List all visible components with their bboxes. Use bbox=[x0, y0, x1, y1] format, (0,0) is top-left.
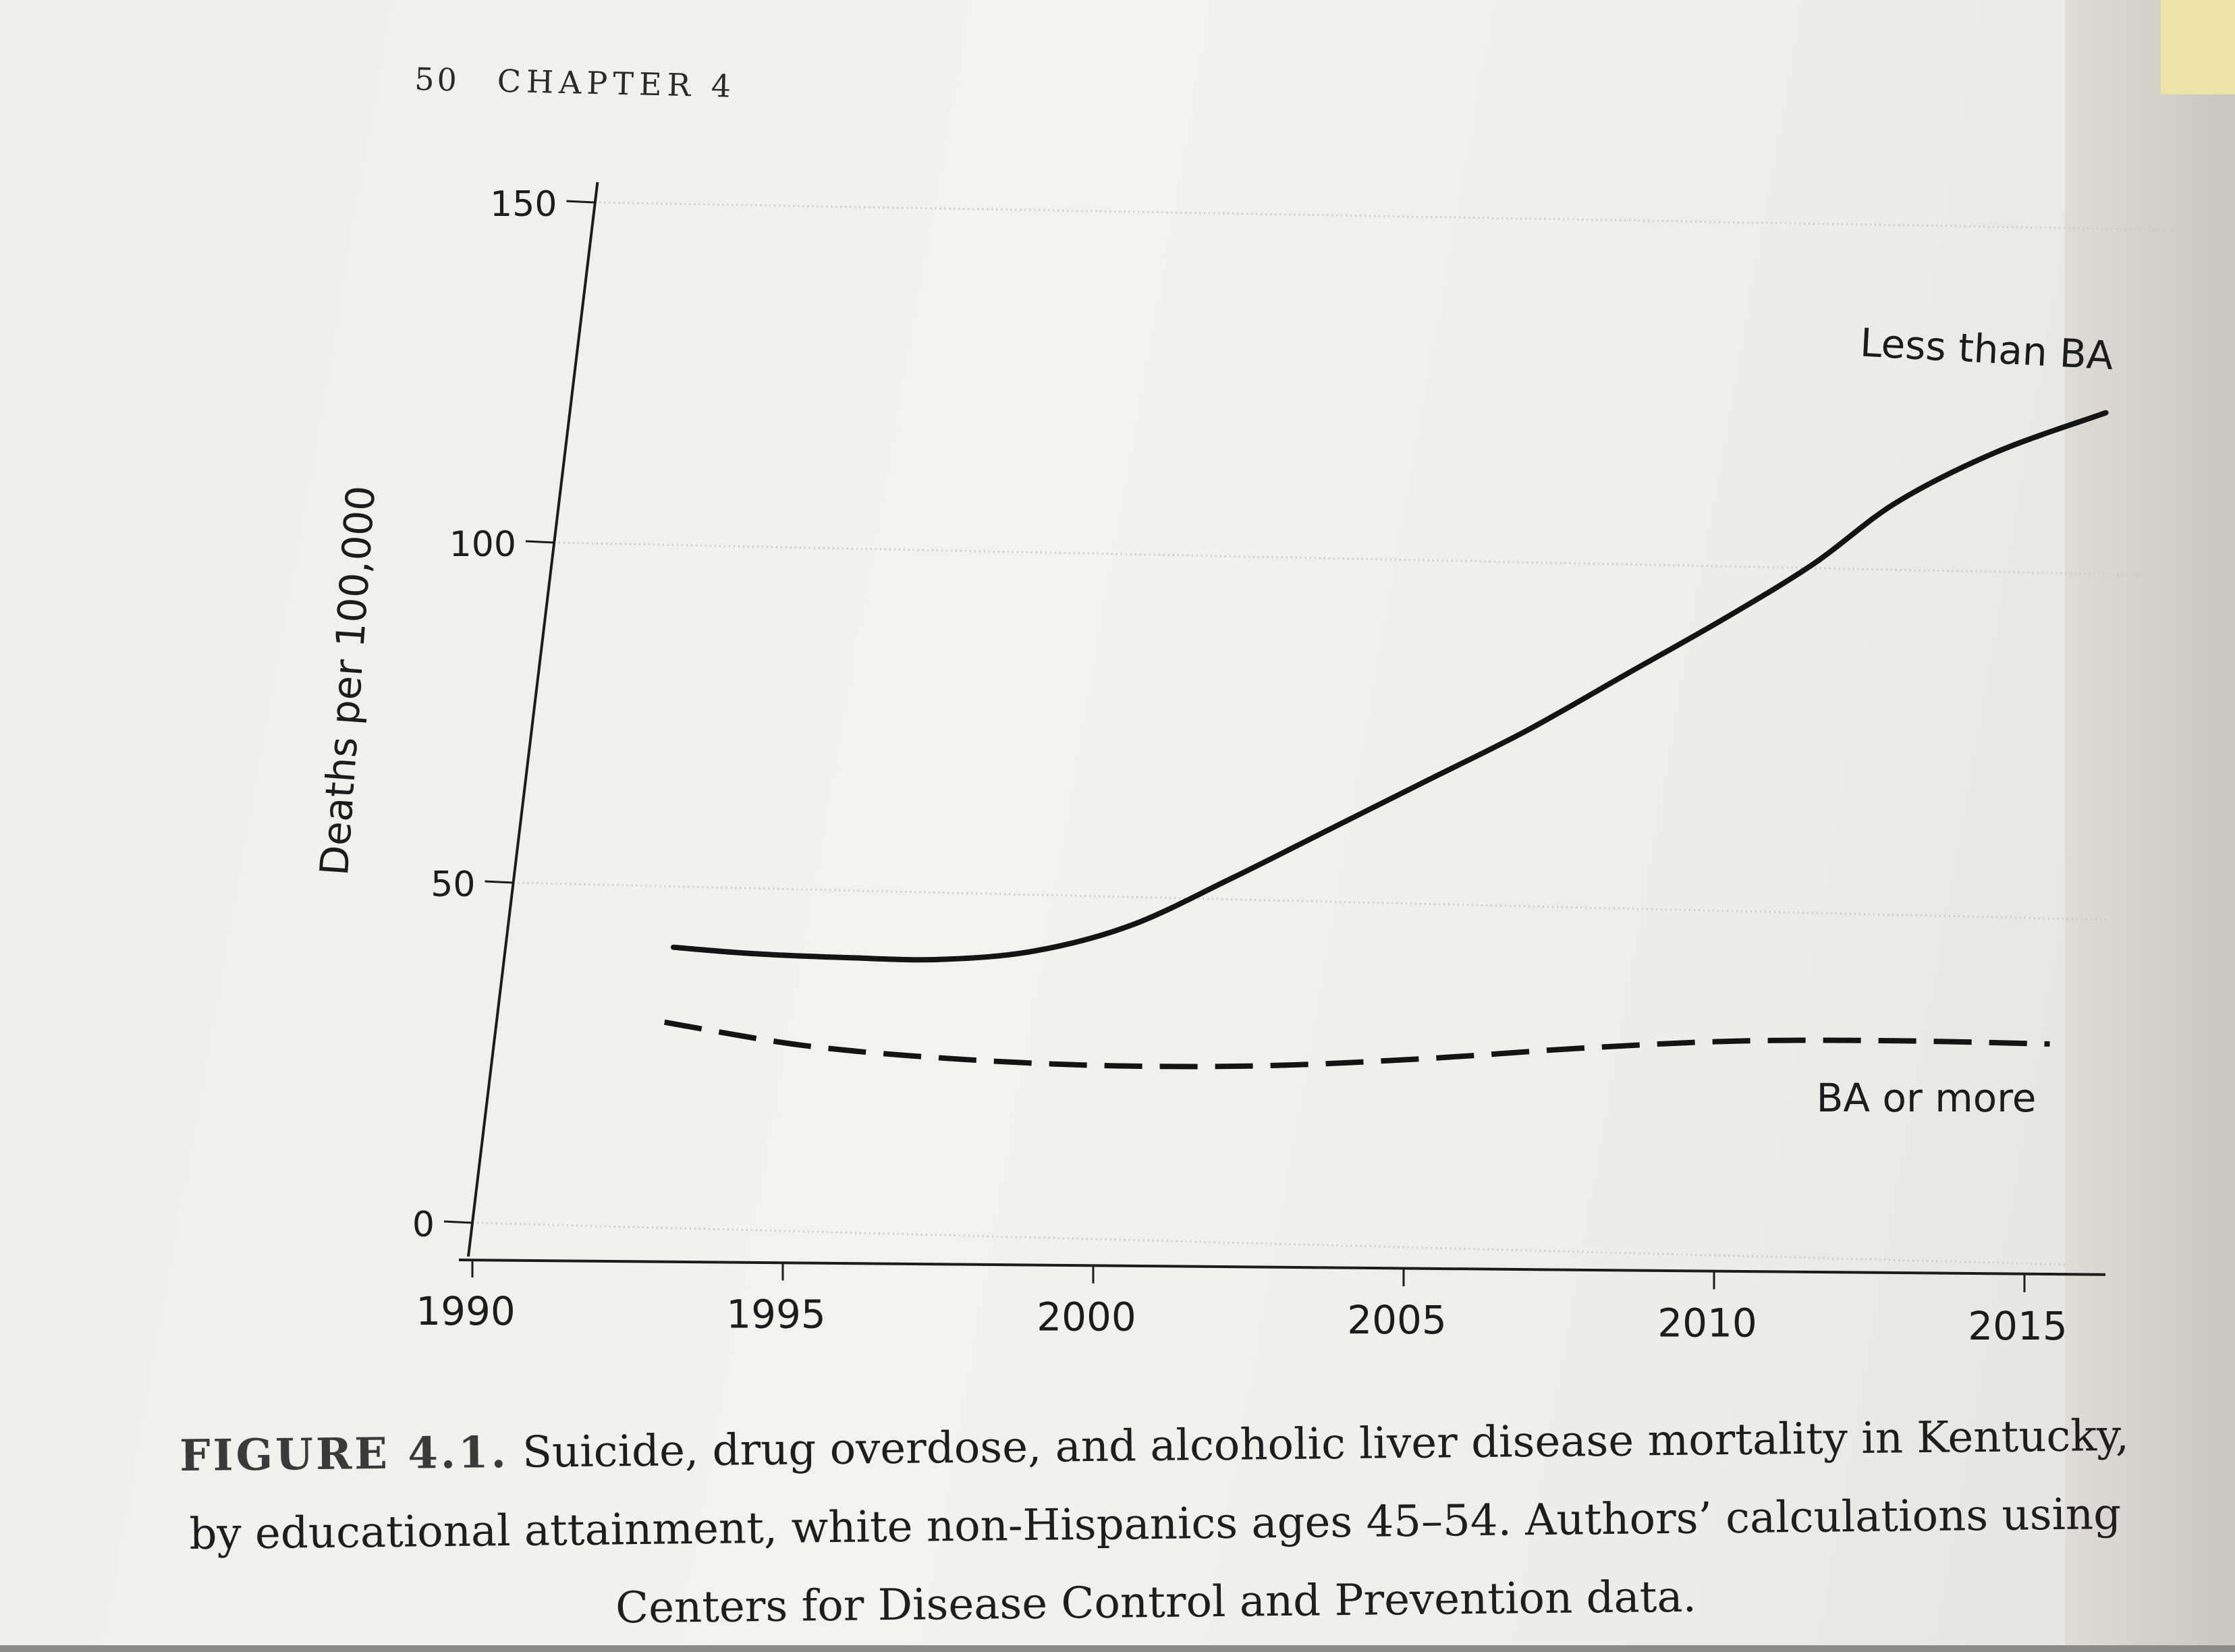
grid-lines bbox=[472, 201, 2188, 1266]
y-tick-100 bbox=[525, 540, 555, 544]
facing-page-edge bbox=[2065, 0, 2235, 1645]
x-tick-label-1990: 1990 bbox=[416, 1288, 516, 1334]
gridline-y-100 bbox=[553, 541, 2147, 576]
x-tick-label-1995: 1995 bbox=[726, 1291, 826, 1337]
series-line-1 bbox=[664, 1019, 2050, 1070]
y-tick-label-100: 100 bbox=[449, 524, 516, 565]
y-tick-label-50: 50 bbox=[431, 864, 475, 905]
figure-label: FIGURE 4.1. bbox=[179, 1427, 509, 1482]
y-axis-line bbox=[467, 182, 599, 1257]
x-axis-line bbox=[458, 1259, 2106, 1276]
y-tick-label-0: 0 bbox=[412, 1205, 435, 1245]
x-tick-label-2000: 2000 bbox=[1037, 1294, 1136, 1340]
y-tick-0 bbox=[443, 1220, 473, 1224]
y-axis-label: Deaths per 100,000 bbox=[311, 485, 384, 877]
axes bbox=[443, 182, 2106, 1292]
gridline-y-0 bbox=[472, 1221, 2066, 1266]
series-label-1: BA or more bbox=[1817, 1075, 2037, 1121]
gridline-y-150 bbox=[595, 201, 2188, 231]
figure-caption: FIGURE 4.1. Suicide, drug overdose, and … bbox=[155, 1397, 2155, 1652]
series-line-0 bbox=[670, 410, 2109, 963]
x-tick-label-2005: 2005 bbox=[1347, 1297, 1447, 1343]
series-label-0: Less than BA bbox=[1859, 320, 2115, 379]
sticky-note-tab bbox=[2161, 0, 2235, 94]
x-tick-label-2015: 2015 bbox=[1968, 1303, 2068, 1349]
gridline-y-50 bbox=[513, 881, 2106, 921]
series-lines bbox=[664, 410, 2109, 1070]
y-tick-50 bbox=[485, 880, 514, 884]
y-tick-150 bbox=[566, 200, 595, 204]
labels: 0 50 100 150 1990 1995 2000 2005 2010 2015 Deaths … bbox=[311, 184, 2115, 1349]
x-tick-label-2010: 2010 bbox=[1657, 1300, 1757, 1346]
y-tick-label-150: 150 bbox=[490, 184, 557, 225]
